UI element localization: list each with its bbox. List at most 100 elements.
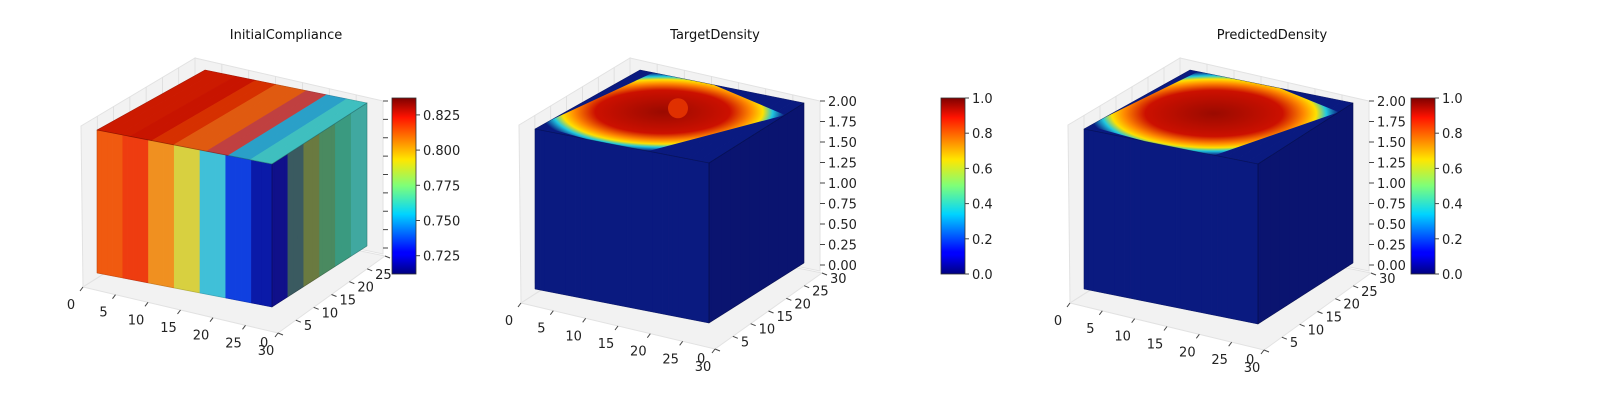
voxel-right [354, 108, 358, 255]
voxel-front [1150, 142, 1156, 304]
voxel-front [565, 134, 572, 297]
y-tick-mark [714, 348, 721, 352]
x-tick-label: 5 [537, 322, 545, 337]
voxel-front [1175, 147, 1182, 309]
colorbar [1410, 97, 1436, 275]
voxel-right [309, 137, 314, 284]
voxel-right [338, 118, 342, 265]
voxel-right [1327, 116, 1332, 280]
voxel-right [800, 102, 805, 266]
high-density-region [540, 72, 785, 152]
voxel-right [775, 118, 779, 282]
voxel-front [1206, 153, 1213, 316]
voxel-front [1140, 140, 1146, 302]
z-tick-label: 0.00 [1377, 259, 1406, 274]
voxel-right [1330, 114, 1335, 278]
voxel-front [703, 161, 710, 324]
x-tick-mark [1066, 302, 1071, 308]
voxel-right [363, 102, 368, 249]
voxel-front [626, 146, 633, 309]
voxel-right [784, 112, 789, 276]
voxel-right [341, 116, 346, 263]
x-tick-mark [177, 309, 181, 315]
voxel-right [1257, 161, 1262, 325]
voxel-right [284, 153, 289, 300]
cube-right-edge [271, 102, 368, 308]
voxel-front [1216, 155, 1223, 318]
voxel-right [278, 157, 282, 304]
y-tick-mark [349, 281, 355, 285]
voxel-front [657, 152, 664, 315]
x-tick-label: 5 [1086, 322, 1094, 337]
voxel-right [721, 152, 726, 316]
voxel-right [322, 128, 327, 275]
y-tick-label: 30 [830, 272, 847, 287]
colorbar-tick-label: 0.8 [1442, 127, 1463, 142]
y-tick-label: 25 [812, 285, 829, 300]
x-tick-mark [1195, 334, 1200, 339]
voxel-right [781, 114, 786, 278]
y-tick-mark [1352, 285, 1359, 289]
voxel-right [360, 104, 365, 251]
colorbar-tick-label: 0.8 [972, 127, 993, 142]
x-tick-label: 15 [1147, 338, 1164, 353]
y-tick-label: 15 [777, 310, 794, 325]
colorbar-tick-label: 0.2 [1442, 233, 1463, 248]
voxel-front [616, 144, 623, 307]
voxel-front [1201, 152, 1208, 315]
colorbar [940, 97, 966, 275]
voxel-front [1134, 138, 1141, 301]
z-tick-label: 1.25 [828, 157, 857, 172]
colorbar-tick-label: 0.0 [972, 268, 993, 283]
x-tick-mark [144, 302, 149, 307]
y-tick-label: 10 [759, 323, 776, 338]
voxel-front [550, 131, 556, 294]
chart-title: TargetDensity [669, 28, 760, 43]
voxel-right [753, 132, 757, 296]
voxel-right [281, 155, 285, 302]
chart-title: InitialCompliance [230, 28, 343, 43]
x-tick-label: 10 [128, 313, 145, 328]
y-tick-mark [786, 297, 792, 301]
voxel-front [672, 155, 679, 318]
voxel-front [256, 160, 262, 306]
cube-front-edge [96, 129, 273, 308]
voxel-front [127, 135, 134, 281]
voxel-top [260, 100, 368, 165]
x-tick-mark [1260, 349, 1265, 355]
voxel-right [1264, 157, 1268, 321]
voxel-right [335, 120, 339, 267]
x-tick-label: 30 [258, 344, 275, 359]
x-tick-mark [646, 333, 651, 338]
x-tick-label: 5 [99, 306, 107, 321]
x-tick-label: 0 [505, 314, 513, 329]
voxel-right [325, 126, 330, 273]
voxel-right [357, 106, 361, 253]
x-tick-mark [274, 332, 279, 338]
x-tick-mark [614, 325, 619, 331]
colorbar [391, 97, 417, 275]
z-tick-label: 1.00 [1377, 177, 1406, 192]
voxel-right [287, 151, 292, 298]
chart-panel-predicted-density: 0510152025300510152025300.000.250.500.75… [1054, 28, 1463, 376]
voxel-right [756, 130, 760, 294]
voxel-front [683, 157, 689, 320]
voxel-right [1289, 141, 1294, 305]
y-tick-mark [366, 268, 373, 272]
voxel-right [740, 140, 745, 304]
voxel-right [274, 159, 279, 306]
voxel-front [1109, 133, 1115, 296]
z-tick-label: 1.75 [828, 116, 857, 131]
voxel-front [688, 158, 694, 321]
colorbar-tick-label: 0.6 [1442, 162, 1463, 177]
voxel-right [271, 161, 276, 308]
colorbar-tick-label: 0.750 [423, 214, 460, 229]
voxel-front [1104, 132, 1110, 295]
voxel-front [1247, 161, 1254, 324]
voxel-front [117, 133, 123, 279]
voxel-front [251, 159, 257, 305]
y-tick-label: 25 [1361, 285, 1378, 300]
voxel-right [1302, 133, 1306, 296]
x-tick-label: 10 [1114, 330, 1131, 345]
